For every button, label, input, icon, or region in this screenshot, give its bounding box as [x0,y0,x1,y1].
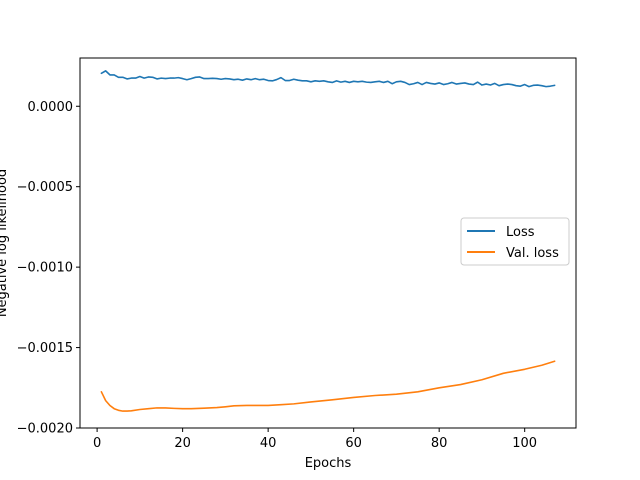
legend: Loss Val. loss [460,217,570,266]
y-axis: −0.0020 −0.0015 −0.0010 −0.0005 0.0000 [17,100,80,437]
legend-label-loss: Loss [506,225,535,240]
y-tick-label: −0.0010 [17,261,73,276]
y-tick-label: −0.0005 [17,180,73,195]
plot-frame [79,57,577,429]
x-tick-label: 100 [512,436,537,451]
x-tick-label: 80 [431,436,448,451]
y-tick-label: 0.0000 [28,100,74,115]
x-axis-label: Epochs [305,456,352,471]
legend-label-val-loss: Val. loss [506,246,559,261]
x-tick-label: 60 [345,436,362,451]
x-axis: 0 20 40 60 80 100 [93,428,537,451]
x-tick-label: 40 [260,436,277,451]
legend-box [460,217,570,266]
series-layer [100,70,556,412]
y-tick-label: −0.0020 [17,422,73,437]
x-tick-label: 20 [174,436,191,451]
x-tick-label: 0 [93,436,101,451]
series-line-loss [100,70,556,88]
y-axis-label: Negative log likelihood [0,169,10,317]
y-tick-label: −0.0015 [17,341,73,356]
series-line-val-loss [100,360,556,412]
